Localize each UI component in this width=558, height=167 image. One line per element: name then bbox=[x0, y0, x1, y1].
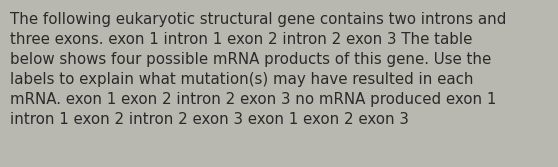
Text: The following eukaryotic structural gene contains two introns and
three exons. e: The following eukaryotic structural gene… bbox=[10, 12, 507, 127]
